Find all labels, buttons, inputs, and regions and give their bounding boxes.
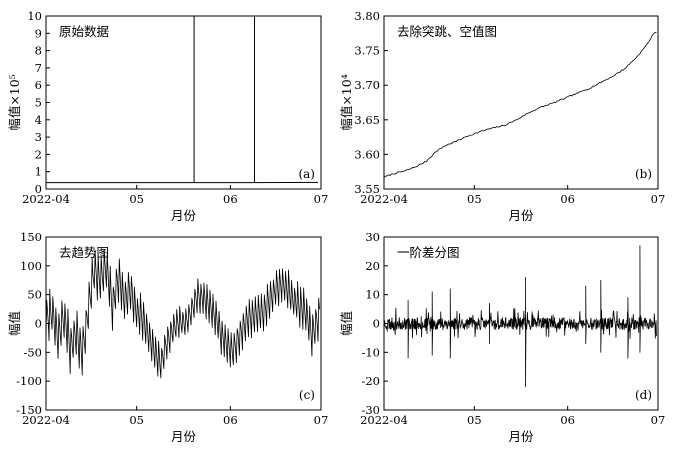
chart-panel-4: -30 -20 -10 0 10 20 30 2022-04 05 06 07 月份 幅值 一阶差分图 (d… (339, 230, 665, 444)
x-tick-label: 05 (467, 192, 482, 206)
y-tick-label: 30 (365, 230, 380, 244)
x-tick-label: 06 (223, 192, 238, 206)
x-tick-label: 2022-04 (22, 192, 70, 206)
y-tick-label: 0 (35, 182, 42, 196)
x-tick-label: 2022-04 (360, 413, 408, 427)
y-tick-label: -30 (361, 403, 380, 417)
y-tick-label: -20 (361, 374, 380, 388)
x-tick-label: 07 (651, 192, 666, 206)
x-axis-label: 月份 (171, 429, 197, 444)
chart-panel-1: 0 1 2 3 4 5 6 7 8 9 10 2022-04 05 06 07 月份 幅值×10⁵ 原始数据 (a) (7, 9, 328, 223)
y-tick-label: 150 (20, 230, 42, 244)
panel-tag: (c) (299, 388, 315, 402)
y-tick-label: 3.65 (354, 113, 380, 127)
y-tick-label: 3.55 (354, 182, 380, 196)
x-axis-label: 月份 (508, 208, 534, 223)
y-tick-label: 1 (35, 165, 42, 179)
y-tick-label: -50 (23, 345, 42, 359)
y-tick-label: -100 (16, 374, 42, 388)
chart-panel-2: 3.55 3.60 3.65 3.70 3.75 3.80 2022-04 05 06 07 月份 幅… (339, 9, 665, 223)
y-tick-label: 3.70 (354, 78, 380, 92)
x-tick-label: 06 (223, 413, 238, 427)
x-tick-label: 07 (651, 413, 666, 427)
panel-title: 去趋势图 (59, 245, 109, 260)
y-axis-label: 幅值 (7, 311, 22, 336)
data-series-line (45, 249, 320, 379)
plot-frame (45, 236, 322, 411)
panel-title: 去除突跳、空值图 (397, 24, 497, 39)
panel-title: 原始数据 (59, 24, 109, 39)
x-tick-label: 06 (560, 413, 575, 427)
y-tick-label: 8 (35, 44, 42, 58)
panel-tag: (a) (298, 167, 315, 181)
y-tick-label: 4 (35, 113, 42, 127)
x-tick-label: 05 (129, 192, 144, 206)
x-axis-label: 月份 (508, 429, 534, 444)
y-tick-label: 0 (373, 317, 380, 331)
panel-title: 一阶差分图 (397, 245, 460, 260)
plot-frame (45, 15, 322, 190)
x-tick-label: 06 (560, 192, 575, 206)
y-tick-label: 5 (35, 96, 42, 110)
y-tick-label: 3.75 (354, 44, 380, 58)
y-tick-label: 3.80 (354, 9, 380, 23)
y-tick-label: 3.60 (354, 147, 380, 161)
y-tick-label: 100 (20, 259, 42, 273)
x-tick-label: 07 (314, 413, 329, 427)
y-tick-label: 20 (365, 259, 380, 273)
x-tick-label: 05 (467, 413, 482, 427)
x-tick-label: 2022-04 (360, 192, 408, 206)
y-axis-label: 幅值×10⁴ (339, 74, 354, 130)
y-tick-label: 9 (35, 26, 42, 40)
y-tick-label: -150 (16, 403, 42, 417)
chart-panel-3: -150 -100 -50 0 50 100 150 2022-04 05 06 07 月份 幅值 去趋势… (7, 230, 328, 444)
data-series-line (383, 245, 657, 388)
x-tick-label: 2022-04 (22, 413, 70, 427)
y-tick-label: 7 (35, 61, 42, 75)
panel-tag: (d) (635, 388, 652, 402)
y-tick-label: 10 (365, 288, 380, 302)
y-axis-label: 幅值×10⁵ (7, 74, 22, 130)
data-series-line (46, 15, 318, 184)
y-tick-label: 0 (35, 317, 42, 331)
x-axis-label: 月份 (171, 208, 197, 223)
data-series-line (383, 31, 657, 178)
plot-frame (383, 15, 659, 190)
y-tick-label: 50 (27, 288, 42, 302)
y-tick-label: 3 (35, 130, 42, 144)
x-tick-label: 07 (314, 192, 329, 206)
panel-tag: (b) (635, 167, 652, 181)
y-axis-label: 幅值 (339, 311, 354, 336)
y-tick-label: 6 (35, 78, 42, 92)
y-tick-label: 10 (27, 9, 42, 23)
y-tick-label: -10 (361, 345, 380, 359)
y-tick-label: 2 (35, 147, 42, 161)
x-tick-label: 05 (129, 413, 144, 427)
